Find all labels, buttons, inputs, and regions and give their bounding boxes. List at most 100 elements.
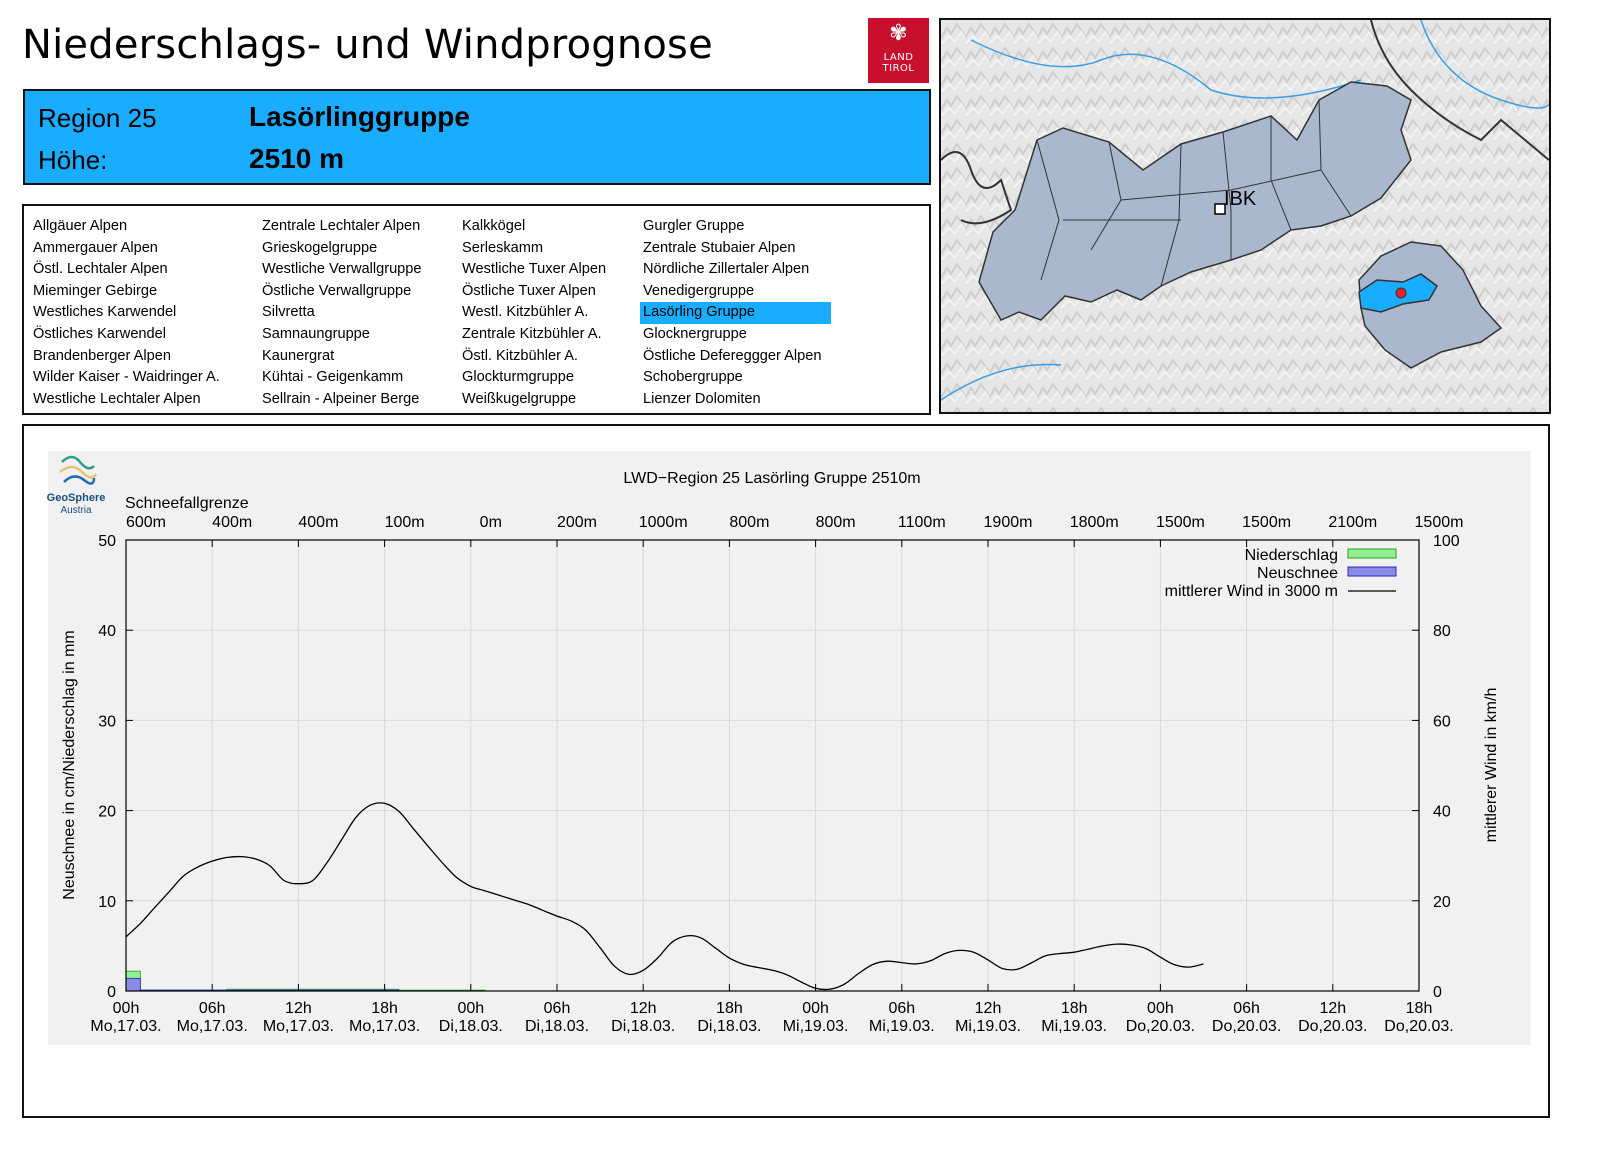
snowline-value: 1100m: [898, 514, 946, 531]
list-item[interactable]: Östl. Kitzbühler A.: [462, 347, 578, 364]
x-tick-date: Mi,19.03.: [869, 1018, 935, 1035]
geosphere-line2: Austria: [60, 505, 92, 516]
snowline-labels: 600m 400m 400m 100m 0m 200m 1000m 800m 800m 1100m…: [126, 514, 1463, 531]
list-item[interactable]: Zentrale Stubaier Alpen: [643, 239, 796, 256]
y-tick-label: 10: [98, 894, 116, 911]
list-item[interactable]: Weißkugelgruppe: [462, 390, 577, 407]
x-tick-hour: 00h: [457, 1000, 484, 1017]
list-item[interactable]: Wilder Kaiser - Waidringer A.: [33, 369, 220, 386]
legend-niederschlag-label: Niederschlag: [1245, 547, 1338, 564]
list-item[interactable]: Venedigergruppe: [643, 282, 755, 299]
geosphere-logo: GeoSphere Austria: [47, 455, 105, 516]
y-tick-label: 20: [98, 804, 116, 821]
wind-series-line: [125, 802, 1204, 991]
y2-tick-label: 100: [1433, 533, 1460, 550]
region-borders: [1036, 99, 1352, 287]
list-item[interactable]: Östliche Defereggger Alpen: [643, 347, 822, 364]
snowline-value: 1500m: [1242, 514, 1291, 531]
x-tick-hour: 00h: [113, 1000, 140, 1017]
y2-tick-label: 20: [1433, 894, 1451, 911]
x-tick-hour: 18h: [716, 1000, 743, 1017]
region-list-col-1: Allgäuer Alpen Ammergauer Alpen Östl. Le…: [30, 216, 220, 410]
y-axis-label: Neuschnee in cm/Niederschlag in mm: [61, 630, 78, 899]
list-item[interactable]: Glocknergruppe: [643, 325, 747, 342]
ibk-marker-icon: [1214, 203, 1226, 215]
list-item[interactable]: Silvretta: [262, 304, 315, 321]
list-item[interactable]: Kalkkögel: [462, 218, 526, 234]
list-item-selected[interactable]: Lasörling Gruppe: [640, 302, 831, 324]
list-item[interactable]: Westliche Verwallgruppe: [262, 261, 422, 278]
y2-axis-label: mittlerer Wind in km/h: [1483, 688, 1500, 843]
plot-border: [125, 539, 1420, 992]
x-tick-date: Di,18.03.: [439, 1018, 503, 1035]
y-tick-label: 30: [98, 713, 116, 730]
snowline-value: 0m: [480, 514, 502, 531]
snowline-value: 1900m: [984, 514, 1033, 531]
land-tirol-logo: ✾ LAND TIROL: [868, 18, 929, 83]
list-item[interactable]: Serleskamm: [462, 239, 544, 256]
list-item[interactable]: Westliche Lechtaler Alpen: [33, 390, 201, 407]
list-item[interactable]: Kaunergrat: [262, 347, 335, 364]
list-item[interactable]: Nördliche Zillertaler Alpen: [643, 261, 810, 278]
list-item[interactable]: Westliche Tuxer Alpen: [462, 261, 607, 278]
list-item[interactable]: Zentrale Lechtaler Alpen: [262, 218, 421, 234]
list-item[interactable]: Östliche Verwallgruppe: [262, 282, 412, 299]
height-label: Höhe:: [38, 145, 108, 175]
region-header: Region 25 Lasörlinggruppe Höhe: 2510 m: [23, 89, 931, 185]
x-tick-date: Di,18.03.: [611, 1018, 675, 1035]
list-item[interactable]: Brandenberger Alpen: [33, 347, 171, 364]
list-item[interactable]: Allgäuer Alpen: [33, 218, 128, 234]
list-item[interactable]: Östliche Tuxer Alpen: [462, 282, 596, 299]
list-item[interactable]: Westliches Karwendel: [33, 304, 177, 321]
list-item[interactable]: Lienzer Dolomiten: [643, 390, 761, 407]
ibk-label: IBK: [1224, 188, 1257, 210]
snowline-value: 2100m: [1328, 514, 1377, 531]
y-axis-ticks: 0 10 20 30 40 50: [98, 533, 133, 1001]
snowline-value: 1500m: [1415, 514, 1464, 531]
legend-neuschnee-swatch: [1347, 566, 1397, 577]
list-item[interactable]: Schobergruppe: [643, 369, 743, 386]
tirol-north: [978, 81, 1412, 321]
list-item[interactable]: Kühtai - Geigenkamm: [262, 369, 404, 386]
page-title: Niederschlags- und Windprognose: [22, 22, 713, 68]
list-item[interactable]: Zentrale Kitzbühler A.: [462, 325, 602, 342]
list-item[interactable]: Mieminger Gebirge: [33, 282, 158, 299]
region-list-col-4: Gurgler Gruppe Zentrale Stubaier Alpen N…: [640, 216, 831, 410]
x-tick-date: Di,18.03.: [697, 1018, 761, 1035]
eagle-icon: ✾: [889, 21, 908, 46]
x-tick-date: Mi,19.03.: [783, 1018, 849, 1035]
y-tick-label: 40: [98, 623, 116, 640]
x-tick-date: Mo,17.03.: [263, 1018, 334, 1035]
x-tick-hour: 00h: [802, 1000, 829, 1017]
river: [970, 39, 1362, 99]
x-tick-hour: 06h: [888, 1000, 915, 1017]
y2-tick-label: 60: [1433, 713, 1451, 730]
list-item[interactable]: Westl. Kitzbühler A.: [462, 304, 589, 321]
list-item[interactable]: Ammergauer Alpen: [33, 239, 158, 256]
region-name: Lasörlinggruppe: [249, 101, 470, 132]
chart-title: LWD−Region 25 Lasörling Gruppe 2510m: [623, 470, 920, 487]
geosphere-swirl-icon: [61, 455, 95, 470]
x-tick-hour: 00h: [1147, 1000, 1174, 1017]
list-item[interactable]: Sellrain - Alpeiner Berge: [262, 390, 420, 407]
y2-tick-label: 40: [1433, 804, 1451, 821]
list-item[interactable]: Grieskogelgruppe: [262, 239, 378, 256]
list-item[interactable]: Östl. Lechtaler Alpen: [33, 261, 168, 278]
x-tick-hour: 18h: [1061, 1000, 1088, 1017]
list-item[interactable]: Glockturmgruppe: [462, 369, 574, 386]
snowline-value: 1500m: [1156, 514, 1205, 531]
x-tick-hour: 06h: [544, 1000, 571, 1017]
map-svg: IBK: [941, 20, 1549, 412]
region-list: Allgäuer Alpen Ammergauer Alpen Östl. Le…: [22, 204, 931, 415]
x-tick-date: Mo,17.03.: [349, 1018, 420, 1035]
x-tick-hour: 12h: [1319, 1000, 1346, 1017]
x-tick-hour: 18h: [1406, 1000, 1433, 1017]
border-line: [941, 151, 1013, 225]
x-tick-hour: 12h: [630, 1000, 657, 1017]
list-item[interactable]: Gurgler Gruppe: [643, 218, 745, 234]
region-list-col-2: Zentrale Lechtaler Alpen Grieskogelgrupp…: [259, 216, 422, 410]
x-tick-date: Mi,19.03.: [1041, 1018, 1107, 1035]
list-item[interactable]: Samnaungruppe: [262, 325, 370, 342]
list-item[interactable]: Östliches Karwendel: [33, 325, 167, 342]
x-axis-ticks: 00hMo,17.03.06hMo,17.03.12hMo,17.03.18hM…: [90, 540, 1454, 1035]
